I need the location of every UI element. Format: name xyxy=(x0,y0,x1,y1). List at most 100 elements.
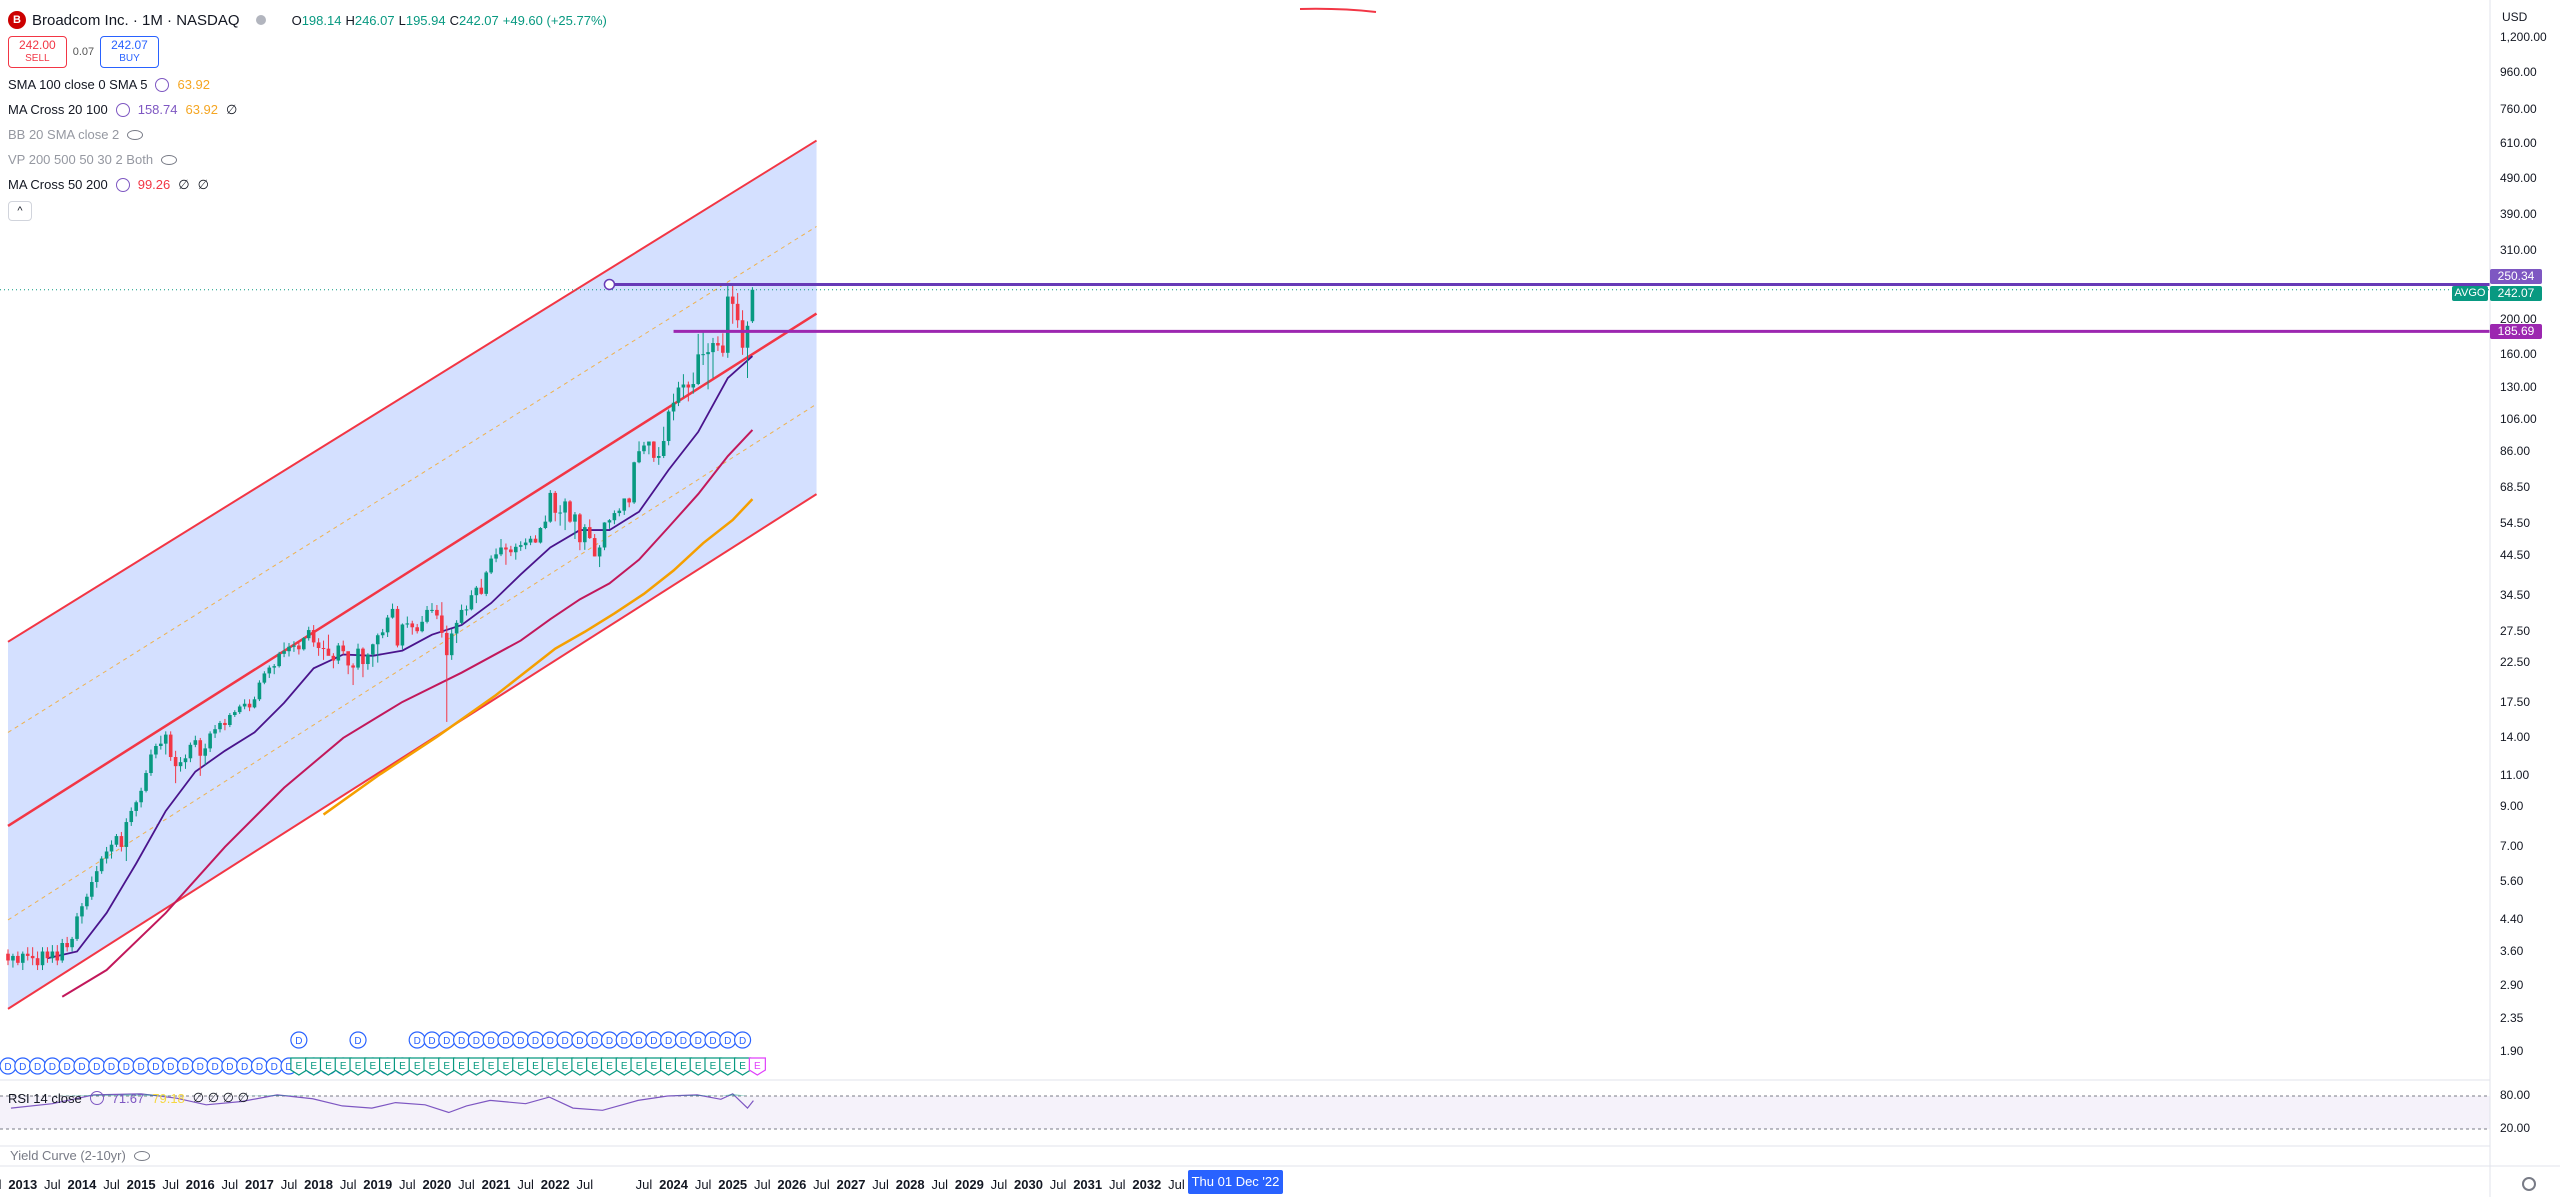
dividend-marker: D xyxy=(43,1057,61,1075)
candle-body xyxy=(642,445,646,452)
price-axis-label: 610.00 xyxy=(2500,136,2537,151)
candle xyxy=(568,500,572,523)
indicator-name: MA Cross 50 200 xyxy=(8,177,108,192)
earnings-marker: E xyxy=(497,1057,515,1076)
earnings-letter: E xyxy=(724,1061,731,1072)
eye-off-icon[interactable] xyxy=(133,1150,150,1161)
dividend-marker: D xyxy=(497,1031,515,1049)
buy-button[interactable]: 242.07 BUY xyxy=(100,36,159,68)
indicator-row[interactable]: MA Cross 20 100 158.74 63.92 ∅ xyxy=(8,97,611,122)
rsi-band-fill xyxy=(0,1096,2490,1129)
candle-body xyxy=(390,608,395,618)
candle-body xyxy=(696,354,700,385)
settings-icon[interactable] xyxy=(115,102,130,117)
dividend-marker: D xyxy=(719,1031,737,1049)
rsi-overbought-fill xyxy=(141,1093,177,1096)
candle-body xyxy=(371,644,375,655)
settings-icon[interactable] xyxy=(115,177,130,192)
earnings-marker: E xyxy=(438,1057,456,1076)
candle-body xyxy=(134,802,138,811)
candle xyxy=(306,626,311,641)
earnings-letter: E xyxy=(473,1061,480,1072)
candle-body xyxy=(144,773,148,791)
candle xyxy=(321,640,326,660)
time-axis-label: Jul xyxy=(931,1177,949,1192)
candle-body xyxy=(440,615,444,633)
dividend-marker: D xyxy=(408,1031,426,1049)
dividend-marker: D xyxy=(526,1031,545,1049)
earnings-marker: E xyxy=(600,1057,619,1076)
earnings-icon xyxy=(526,1057,545,1076)
rsi-name[interactable]: RSI 14 close xyxy=(8,1090,82,1106)
earnings-marker: E xyxy=(334,1057,352,1076)
candle xyxy=(449,628,454,660)
earnings-icon xyxy=(482,1057,500,1076)
candle-body xyxy=(306,630,311,639)
candle xyxy=(548,490,553,523)
candle xyxy=(311,625,316,647)
time-axis-label: Jul xyxy=(990,1177,1008,1192)
indicator-row[interactable]: SMA 100 close 0 SMA 5 63.92 xyxy=(8,72,611,97)
candle xyxy=(6,949,10,966)
price-axis-label: 44.50 xyxy=(2500,548,2531,563)
candle-body xyxy=(55,951,60,961)
candle xyxy=(154,743,158,759)
earnings-letter: E xyxy=(680,1061,687,1072)
candle-body xyxy=(50,951,55,959)
candle-body xyxy=(90,882,94,897)
rsi-legend: RSI 14 close 71.67 79.18 ∅ ∅ ∅ ∅ xyxy=(8,1090,249,1106)
dividend-marker: D xyxy=(290,1031,308,1049)
ohlc-key: O xyxy=(291,12,302,28)
candle-body xyxy=(139,790,143,803)
settings-icon[interactable] xyxy=(155,77,170,92)
symbol-title[interactable]: Broadcom Inc. · 1M · NASDAQ xyxy=(32,11,240,29)
candle xyxy=(252,696,257,709)
earnings-marker: E xyxy=(319,1057,338,1076)
axis-settings-icon[interactable] xyxy=(2522,1177,2536,1191)
indicator-row[interactable]: BB 20 SMA close 2 xyxy=(8,122,611,147)
candle-body xyxy=(735,303,740,321)
time-axis-label: 2019 xyxy=(363,1177,393,1192)
dividend-letter: D xyxy=(241,1062,248,1073)
earnings-icon xyxy=(452,1057,471,1076)
currency-label[interactable]: USD xyxy=(2502,10,2528,24)
dividend-marker: D xyxy=(512,1031,530,1049)
dividend-letter: D xyxy=(591,1036,598,1047)
candle xyxy=(371,643,375,667)
candle-body xyxy=(361,648,365,665)
symbol-menu-icon[interactable] xyxy=(255,15,266,25)
dividend-marker: D xyxy=(14,1057,32,1075)
collapse-legend-button[interactable]: ^ xyxy=(8,201,32,221)
candle-body xyxy=(183,758,188,763)
indicator-row[interactable]: MA Cross 50 200 99.26 ∅ ∅ xyxy=(8,172,611,197)
dividend-letter: D xyxy=(576,1036,583,1047)
candle xyxy=(647,441,651,455)
candle xyxy=(336,643,341,665)
indicator-row[interactable]: VP 200 500 50 30 2 Both xyxy=(8,147,611,172)
earnings-letter: E xyxy=(547,1061,554,1072)
candle-body xyxy=(666,411,671,442)
price-axis-label: 54.50 xyxy=(2500,516,2531,531)
yield-name[interactable]: Yield Curve (2-10yr) xyxy=(10,1148,126,1163)
candle xyxy=(504,543,508,565)
rsi-settings-icon[interactable] xyxy=(89,1091,104,1105)
price-axis-label: 4.40 xyxy=(2500,911,2524,926)
candle xyxy=(405,616,410,628)
earnings-icon xyxy=(497,1057,515,1076)
eye-off-icon[interactable] xyxy=(161,154,178,165)
candle-body xyxy=(208,733,212,749)
candle-body xyxy=(420,621,424,632)
earnings-icon xyxy=(334,1057,352,1076)
candle-body xyxy=(568,501,572,522)
candle xyxy=(208,731,212,753)
sell-button[interactable]: 242.00 SELL xyxy=(8,36,67,68)
candle-body xyxy=(331,655,336,661)
candle-body xyxy=(400,624,405,646)
dividend-marker: D xyxy=(147,1057,165,1075)
earnings-icon xyxy=(571,1057,589,1076)
candle xyxy=(262,671,267,685)
candle xyxy=(597,545,602,568)
candle xyxy=(277,651,281,668)
eye-off-icon[interactable] xyxy=(127,129,144,140)
